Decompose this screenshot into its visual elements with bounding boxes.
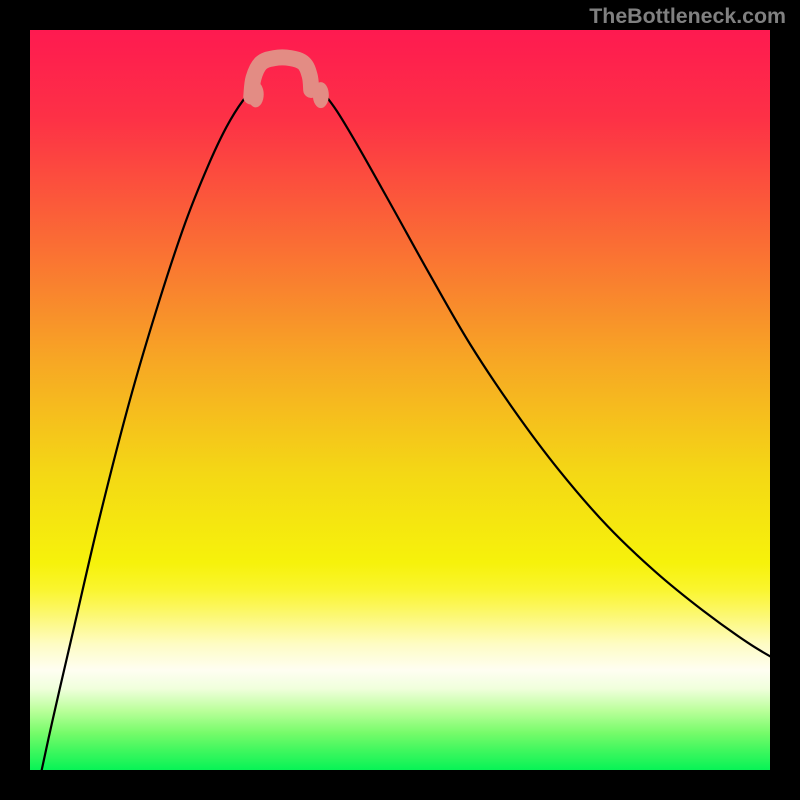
- watermark-text: TheBottleneck.com: [589, 4, 786, 29]
- gradient-background: [30, 30, 770, 770]
- chart-plot-area: [30, 30, 770, 770]
- marker-left: [248, 81, 264, 107]
- marker-right: [313, 82, 329, 108]
- bottleneck-chart-svg: [30, 30, 770, 770]
